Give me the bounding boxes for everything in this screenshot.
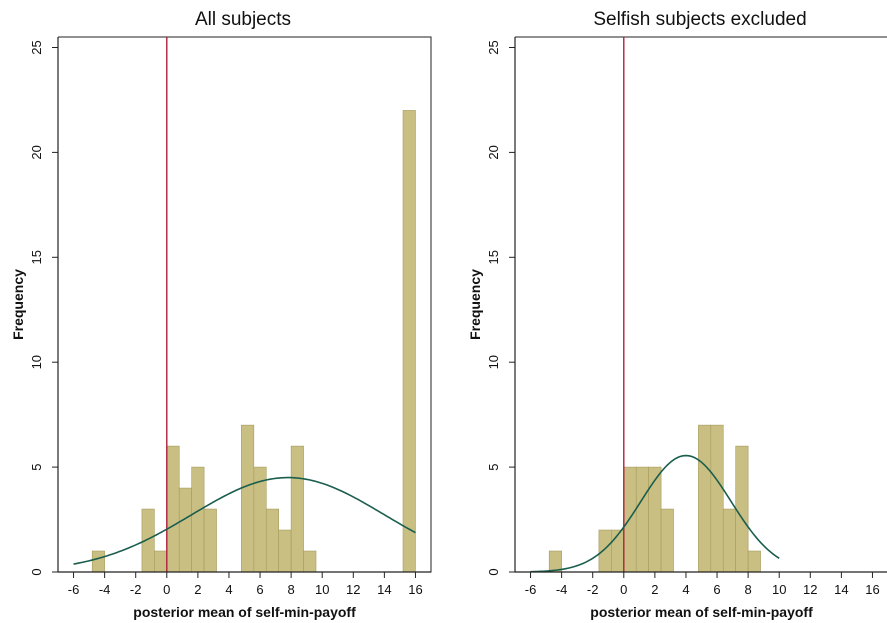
y-axis-label: Frequency (467, 269, 483, 340)
x-tick-label: 0 (620, 582, 627, 597)
y-tick-label: 0 (29, 568, 44, 575)
x-tick-label: 2 (194, 582, 201, 597)
histogram-bar (265, 508, 279, 573)
y-tick-label: 5 (29, 463, 44, 470)
panel-all-subjects: All subjects 0 5 10 15 20 25 -6 -4 -2 0 2 4 6 8 10 12 14 1… (10, 9, 432, 620)
y-tick-label: 20 (29, 145, 44, 159)
x-tick-label: -2 (130, 582, 142, 597)
y-tick-label: 25 (29, 40, 44, 54)
y-tick-label: 0 (486, 568, 501, 575)
x-tick-label: 6 (256, 582, 263, 597)
histogram-bar (735, 445, 749, 573)
y-tick-label: 20 (486, 145, 501, 159)
histogram-bar (660, 508, 674, 573)
x-tick-label: 8 (288, 582, 295, 597)
histogram-bar (710, 424, 724, 573)
histogram-bar (722, 508, 736, 573)
x-tick-label: 10 (772, 582, 786, 597)
histogram-bar (203, 508, 217, 573)
y-tick-label: 10 (29, 355, 44, 369)
x-tick-label: 10 (315, 582, 329, 597)
panel-title: Selfish subjects excluded (593, 9, 806, 30)
x-tick-label: -4 (99, 582, 111, 597)
x-tick-label: -4 (556, 582, 568, 597)
histogram-bar (191, 466, 205, 573)
y-tick-label: 15 (486, 250, 501, 264)
x-tick-label: -6 (68, 582, 80, 597)
y-axis-label: Frequency (10, 269, 26, 340)
x-tick-label: 16 (865, 582, 879, 597)
x-axis-label: posterior mean of self-min-payoff (133, 604, 356, 620)
histogram-bar (623, 466, 637, 573)
histogram-bar (698, 424, 712, 573)
histogram-bar (598, 529, 612, 573)
histogram-bar (303, 550, 317, 573)
y-tick-label: 5 (486, 463, 501, 470)
histogram-bar (290, 445, 304, 573)
histogram-bar (278, 529, 292, 573)
x-tick-label: 16 (408, 582, 422, 597)
x-tick-label: 12 (346, 582, 360, 597)
x-tick-label: 0 (163, 582, 170, 597)
x-tick-label: 2 (651, 582, 658, 597)
x-tick-label: 12 (803, 582, 817, 597)
x-tick-label: 14 (834, 582, 848, 597)
x-tick-label: 14 (377, 582, 391, 597)
y-tick-label: 15 (29, 250, 44, 264)
histogram-bar (402, 110, 416, 573)
x-axis-label: posterior mean of self-min-payoff (590, 604, 813, 620)
panel-title: All subjects (195, 9, 291, 30)
y-tick-label: 25 (486, 40, 501, 54)
histogram-bar (178, 487, 192, 573)
histogram-bar (548, 550, 562, 573)
histogram-bar (747, 550, 761, 573)
histogram-bar (154, 550, 168, 573)
x-tick-label: -2 (587, 582, 599, 597)
histogram-bar (635, 466, 649, 573)
x-tick-label: 4 (682, 582, 689, 597)
x-tick-label: 4 (225, 582, 232, 597)
histogram-bar (241, 424, 255, 573)
histogram-bar (166, 445, 180, 573)
histogram-bar (648, 466, 662, 573)
normal-curve (73, 476, 416, 565)
y-tick-label: 10 (486, 355, 501, 369)
normal-curve (530, 454, 780, 573)
histogram-bar (91, 550, 105, 573)
x-tick-label: 6 (713, 582, 720, 597)
x-tick-label: 8 (745, 582, 752, 597)
x-tick-label: -6 (525, 582, 537, 597)
